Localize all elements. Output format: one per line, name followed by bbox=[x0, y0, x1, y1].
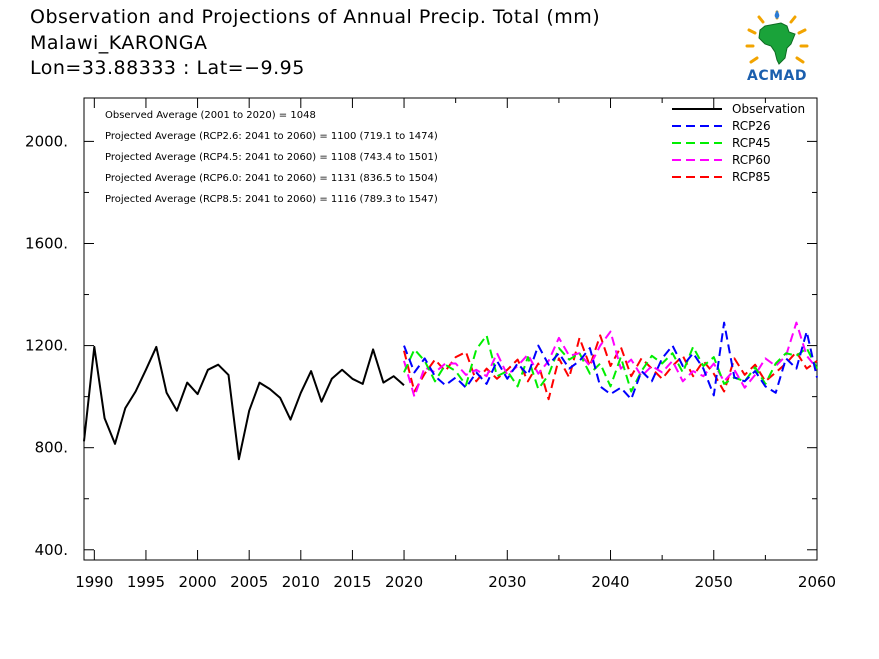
y-tick-label: 1200. bbox=[25, 337, 68, 355]
y-tick-label: 2000. bbox=[25, 132, 68, 150]
x-tick-label: 1995 bbox=[127, 573, 165, 591]
legend-label-rcp85: RCP85 bbox=[732, 170, 771, 184]
coordinates-label: Lon=33.88333 : Lat=−9.95 bbox=[30, 57, 305, 79]
x-tick-label: 2020 bbox=[385, 573, 423, 591]
x-tick-label: 2015 bbox=[333, 573, 371, 591]
series-line-rcp60 bbox=[403, 321, 818, 398]
stats-annotation: Observed Average (2001 to 2020) = 1048 bbox=[105, 110, 316, 121]
stats-annotation: Projected Average (RCP6.0: 2041 to 2060)… bbox=[105, 173, 438, 184]
plot-frame bbox=[83, 97, 818, 561]
legend-label-rcp60: RCP60 bbox=[732, 153, 771, 167]
chart-title: Observation and Projections of Annual Pr… bbox=[30, 6, 601, 28]
x-tick-label: 2040 bbox=[591, 573, 629, 591]
x-tick-label: 2010 bbox=[282, 573, 320, 591]
axis-ticks: 1990 1995 2000 2005 2010 2015 2020 2030 2040 2050… bbox=[25, 98, 836, 591]
x-tick-label: 2005 bbox=[230, 573, 268, 591]
acmad-logo-text: ACMAD bbox=[747, 68, 807, 84]
legend-label-rcp45: RCP45 bbox=[732, 136, 771, 150]
series-lines bbox=[83, 321, 818, 461]
x-tick-label: 2030 bbox=[488, 573, 526, 591]
stats-annotation: Projected Average (RCP8.5: 2041 to 2060)… bbox=[105, 194, 438, 205]
series-line-rcp26 bbox=[403, 321, 818, 401]
x-tick-label: 1990 bbox=[75, 573, 113, 591]
legend-label-observation: Observation bbox=[732, 102, 805, 116]
africa-map-icon bbox=[745, 10, 809, 65]
x-tick-label: 2060 bbox=[798, 573, 836, 591]
x-tick-label: 2050 bbox=[695, 573, 733, 591]
annotations: Observed Average (2001 to 2020) = 1048 Pr… bbox=[105, 110, 438, 205]
y-tick-label: 1600. bbox=[25, 234, 68, 252]
stats-annotation: Projected Average (RCP2.6: 2041 to 2060)… bbox=[105, 131, 438, 142]
legend: Observation RCP26 RCP45 RCP60 RCP85 bbox=[672, 102, 805, 184]
y-tick-label: 400. bbox=[35, 541, 68, 559]
location-label: Malawi_KARONGA bbox=[30, 32, 208, 54]
legend-label-rcp26: RCP26 bbox=[732, 119, 771, 133]
y-tick-label: 800. bbox=[35, 439, 68, 457]
series-line-observation bbox=[83, 345, 405, 461]
acmad-logo: ACMAD bbox=[737, 8, 817, 84]
x-tick-label: 2000 bbox=[178, 573, 216, 591]
stats-annotation: Projected Average (RCP4.5: 2041 to 2060)… bbox=[105, 152, 438, 163]
